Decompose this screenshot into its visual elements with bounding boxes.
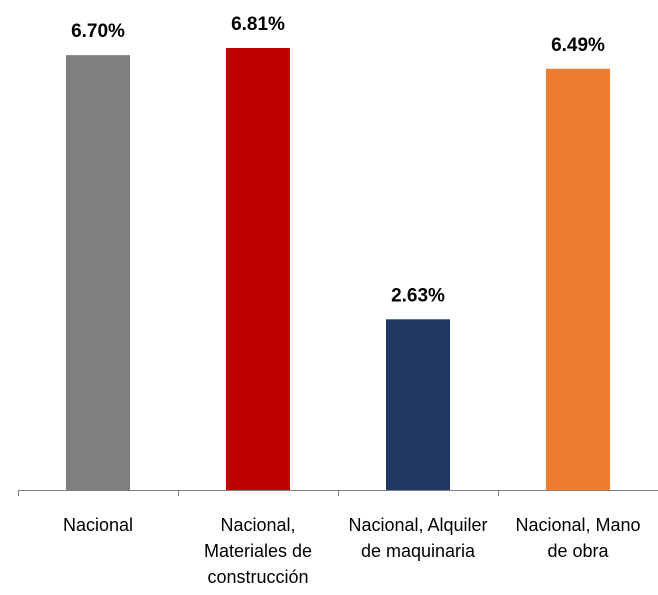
x-tick-label: Nacional [62, 515, 134, 535]
x-tick-label: Nacional, Alquiler de maquinaria [348, 515, 488, 561]
bar [226, 48, 290, 490]
x-tick-label: Nacional, Mano de obra [515, 515, 641, 561]
bar [546, 68, 610, 490]
value-label: 6.81% [231, 14, 285, 35]
value-label: 2.63% [391, 285, 445, 306]
value-label: 6.70% [71, 21, 125, 42]
value-label: 6.49% [551, 35, 605, 56]
bar [386, 319, 450, 490]
bar [66, 55, 130, 491]
x-tick-label: Nacional, Materiales de construcción [203, 515, 313, 587]
